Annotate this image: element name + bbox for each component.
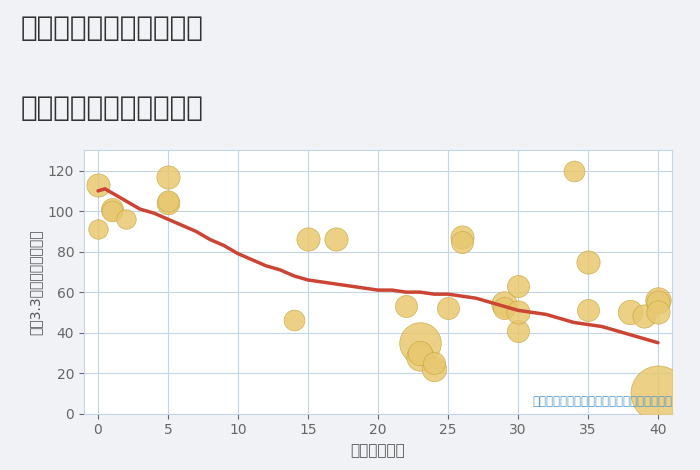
- Point: [582, 258, 594, 266]
- Point: [428, 359, 440, 367]
- Point: [498, 300, 510, 308]
- Point: [400, 303, 412, 310]
- Point: [568, 167, 580, 174]
- Point: [512, 309, 524, 316]
- Text: 築年数別中古戸建て価格: 築年数別中古戸建て価格: [21, 94, 204, 122]
- Point: [92, 181, 104, 188]
- Point: [162, 199, 174, 207]
- Point: [498, 305, 510, 312]
- Point: [652, 298, 664, 306]
- Point: [414, 353, 426, 360]
- Text: 奈良県生駒市新旭ヶ丘の: 奈良県生駒市新旭ヶ丘の: [21, 14, 204, 42]
- Point: [638, 313, 650, 320]
- Point: [652, 390, 664, 397]
- Text: 円の大きさは、取引のあった物件面積を示す: 円の大きさは、取引のあった物件面積を示す: [532, 395, 672, 408]
- Point: [442, 305, 454, 312]
- Point: [106, 205, 118, 213]
- Point: [414, 349, 426, 357]
- Point: [512, 327, 524, 334]
- Point: [582, 306, 594, 314]
- Point: [428, 365, 440, 373]
- Point: [456, 238, 468, 245]
- Point: [652, 309, 664, 316]
- Point: [456, 234, 468, 241]
- Point: [106, 207, 118, 215]
- Point: [414, 339, 426, 346]
- X-axis label: 築年数（年）: 築年数（年）: [351, 443, 405, 458]
- Point: [162, 173, 174, 180]
- Point: [162, 197, 174, 205]
- Point: [302, 236, 314, 243]
- Point: [288, 317, 300, 324]
- Point: [624, 309, 636, 316]
- Point: [120, 215, 132, 223]
- Y-axis label: 坪（3.3㎡）単価（万円）: 坪（3.3㎡）単価（万円）: [28, 229, 42, 335]
- Point: [512, 282, 524, 290]
- Point: [92, 226, 104, 233]
- Point: [330, 236, 342, 243]
- Point: [652, 297, 664, 304]
